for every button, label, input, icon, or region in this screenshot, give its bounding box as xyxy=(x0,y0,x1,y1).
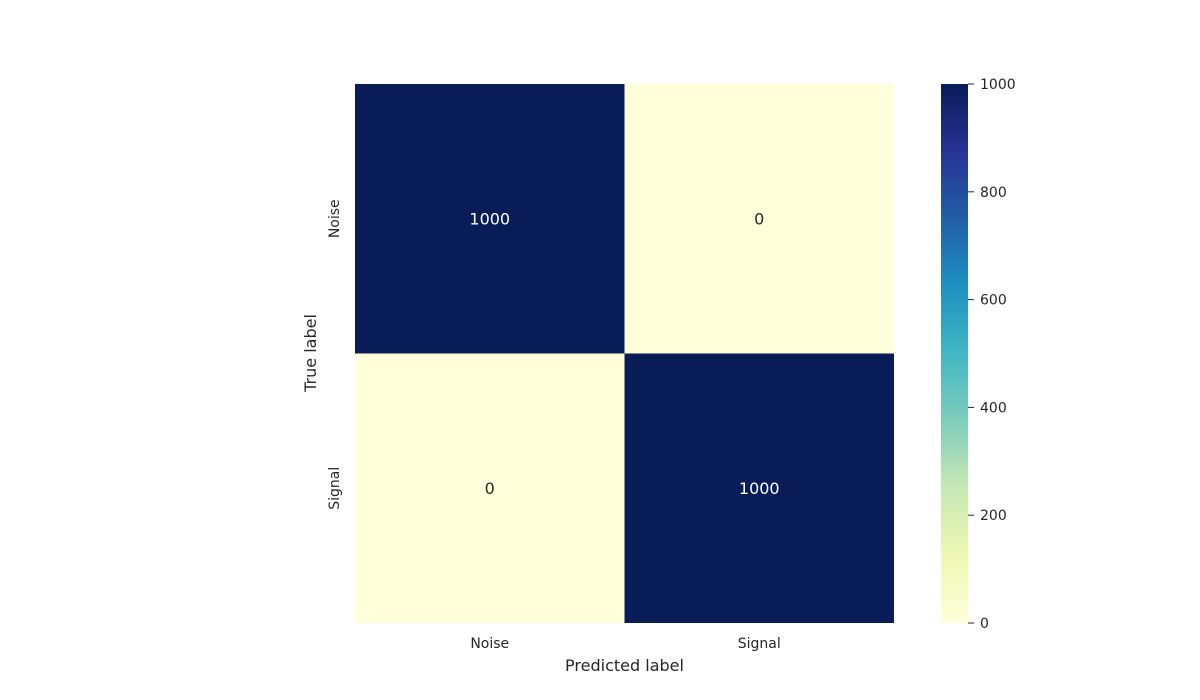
heatmap-cell xyxy=(624,353,894,623)
heatmap-cell xyxy=(355,84,625,354)
x-axis-label: Predicted label xyxy=(565,656,684,675)
x-tick-label: Noise xyxy=(470,636,509,652)
colorbar-tick-label: 1000 xyxy=(980,77,1016,93)
heatmap-cell xyxy=(355,353,625,623)
cell-value-label: 1000 xyxy=(739,479,780,498)
colorbar-tick-label: 600 xyxy=(980,293,1007,309)
cell-value-label: 1000 xyxy=(469,209,510,228)
y-axis-label: True label xyxy=(301,314,320,393)
cell-value-label: 0 xyxy=(754,209,764,228)
y-tick-label: Signal xyxy=(327,467,343,510)
y-tick-labels: Noise Signal xyxy=(327,199,343,509)
heatmap-cell xyxy=(624,84,894,354)
colorbar-tick-label: 400 xyxy=(980,400,1007,416)
colorbar-tick-labels: 0 200 400 600 800 1000 xyxy=(968,77,1016,632)
cell-value-label: 0 xyxy=(485,479,495,498)
colorbar-tick-label: 800 xyxy=(980,185,1007,201)
x-tick-label: Signal xyxy=(738,636,781,652)
y-tick-label: Noise xyxy=(327,199,343,238)
x-tick-labels: Noise Signal xyxy=(470,636,780,652)
colorbar xyxy=(941,84,968,623)
colorbar-tick-label: 0 xyxy=(980,616,989,632)
heatmap-cells: 1000 0 0 1000 xyxy=(355,84,894,623)
colorbar-tick-label: 200 xyxy=(980,508,1007,524)
